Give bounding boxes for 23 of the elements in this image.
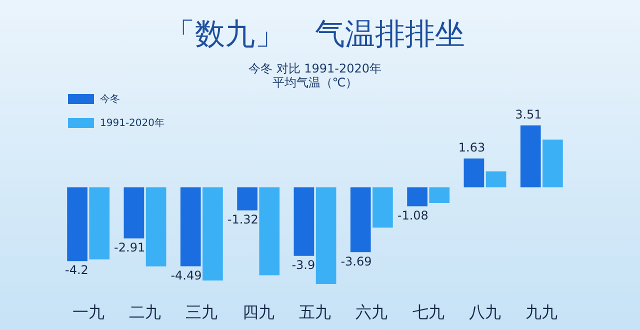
x-tick-label: 七九: [412, 302, 444, 322]
legend-label: 1991-2020年: [100, 117, 165, 130]
x-tick-label: 四九: [242, 302, 274, 322]
x-tick-label: 二九: [129, 302, 161, 322]
text: 平均气温（℃）: [272, 76, 358, 90]
data-label: -1.08: [397, 208, 428, 222]
data-label: -4.49: [170, 268, 202, 282]
data-label: -4.2: [65, 263, 88, 278]
chart-subtitle: 今冬 对比 1991-2020年: [248, 61, 382, 76]
legend-label: 今冬: [100, 93, 120, 106]
data-label: -2.91: [114, 240, 146, 255]
x-tick-label: 九九: [526, 302, 558, 322]
x-tick-label: 八九: [469, 302, 501, 322]
x-tick-label: 三九: [186, 302, 218, 322]
x-tick-label: 六九: [356, 302, 388, 322]
data-label: 3.51: [515, 108, 542, 122]
data-label: -3.69: [340, 254, 372, 268]
x-tick-label: 一九: [72, 302, 104, 322]
chart-title: 「数九」 气温排排坐: [165, 16, 465, 52]
data-label: -3.9: [292, 258, 316, 272]
x-tick-label: 五九: [299, 302, 331, 322]
data-label: 1.63: [458, 140, 486, 155]
data-label: -1.32: [227, 212, 258, 227]
